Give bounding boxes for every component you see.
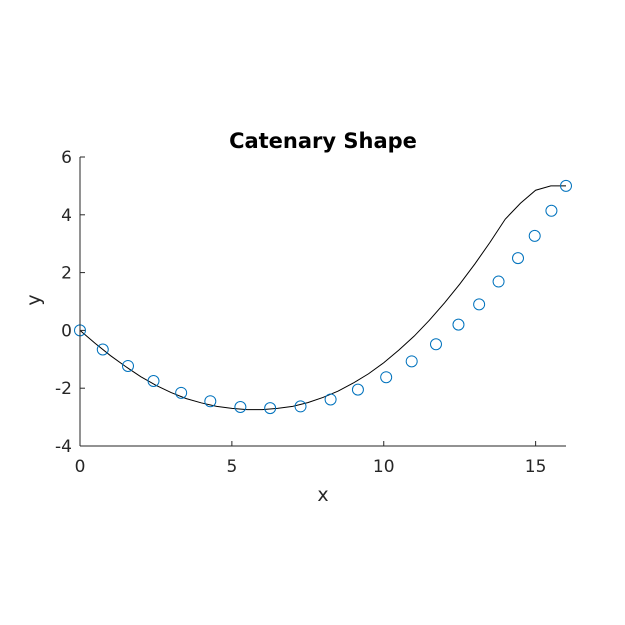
y-tick-label-1: -2 [55,379,72,399]
data-point-3 [147,374,160,387]
y-tick-label-4: 4 [61,206,72,226]
data-point-7 [264,402,277,415]
y-tick-label-2: 0 [61,321,72,341]
data-point-10 [351,383,364,396]
data-point-8 [294,400,307,413]
x-tick-label-3: 15 [525,457,547,477]
plot-area [74,179,572,415]
chart-title: Catenary Shape [229,129,417,153]
data-point-4 [175,386,188,399]
data-point-5 [204,395,217,408]
data-point-14 [452,318,465,331]
ticks: 0 5 10 15 -4 -2 0 2 4 6 [55,148,546,477]
data-point-11 [380,371,393,384]
data-point-9 [324,393,337,406]
data-point-19 [545,204,558,217]
y-tick-label-3: 2 [61,264,72,284]
data-point-1 [96,343,109,356]
y-axis-label: y [23,294,45,305]
data-point-13 [429,338,442,351]
x-tick-label-2: 10 [373,457,395,477]
x-tick-label-1: 5 [226,457,237,477]
catenary-curve-line [79,185,566,411]
data-point-16 [492,275,505,288]
data-point-12 [405,355,418,368]
x-axis-label: x [317,484,328,506]
data-point-6 [234,400,247,413]
data-point-17 [512,252,525,265]
data-point-2 [121,359,134,372]
y-tick-label-0: -4 [55,437,72,457]
y-tick-label-5: 6 [61,148,72,168]
axes [79,157,566,447]
x-tick-label-0: 0 [75,457,86,477]
data-point-15 [473,298,486,311]
data-point-18 [528,229,541,242]
data-point-20 [560,179,572,192]
